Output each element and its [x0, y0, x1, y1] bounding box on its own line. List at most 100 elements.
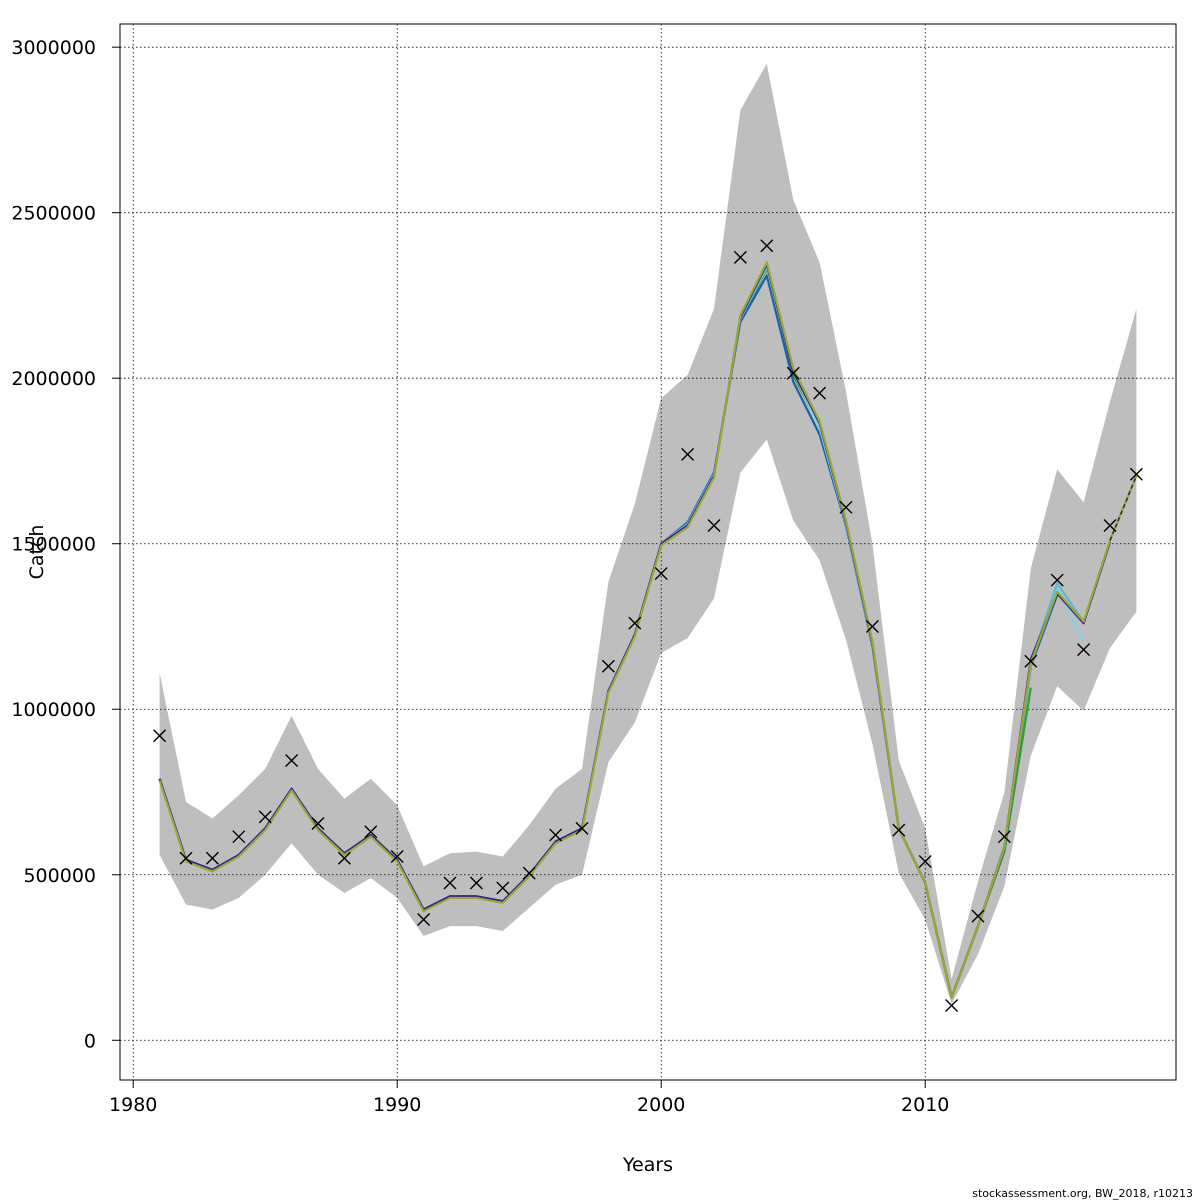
x-tick-label: 2010	[901, 1094, 949, 1116]
observed-point-stroke	[760, 239, 774, 253]
series-layer	[158, 261, 1138, 999]
observed-point	[997, 830, 1011, 844]
observed-point-stroke	[179, 851, 193, 865]
observed-point-stroke	[522, 866, 536, 880]
grid-layer	[120, 24, 1176, 1080]
observed-point	[681, 447, 695, 461]
observed-point	[469, 876, 483, 890]
observed-point-stroke	[549, 828, 563, 842]
observed-point-stroke	[285, 754, 299, 768]
observed-point	[496, 881, 510, 895]
footer-credit: stockassessment.org, BW_2018, r10213	[972, 1187, 1193, 1200]
observed-point	[549, 828, 563, 842]
observed-point	[232, 830, 246, 844]
observed-point	[205, 851, 219, 865]
observed-point	[153, 729, 167, 743]
y-tick-label: 2000000	[11, 368, 96, 390]
observed-point-stroke	[1129, 467, 1143, 481]
observed-point-stroke	[496, 881, 510, 895]
observed-point	[337, 851, 351, 865]
observed-point	[179, 851, 193, 865]
observed-point-stroke	[892, 823, 906, 837]
observed-point-stroke	[153, 729, 167, 743]
observed-point	[892, 823, 906, 837]
observed-point	[733, 250, 747, 264]
observed-point	[311, 816, 325, 830]
observed-point	[1024, 654, 1038, 668]
observed-point-stroke	[918, 855, 932, 869]
observed-point	[522, 866, 536, 880]
observed-point	[601, 659, 615, 673]
observed-point	[417, 912, 431, 926]
observed-point-stroke	[417, 912, 431, 926]
observed-point-stroke	[232, 830, 246, 844]
y-axis-title: Catch	[26, 525, 48, 580]
observed-point-stroke	[945, 999, 959, 1013]
observed-point	[839, 500, 853, 514]
observed-point-stroke	[390, 850, 404, 864]
observed-point	[258, 810, 272, 824]
observed-point-stroke	[337, 851, 351, 865]
observed-point-stroke	[733, 250, 747, 264]
observed-point	[945, 999, 959, 1013]
x-tick-label: 1990	[373, 1094, 421, 1116]
observed-point-stroke	[1024, 654, 1038, 668]
observed-point	[813, 386, 827, 400]
observed-point-stroke	[786, 366, 800, 380]
observed-point-stroke	[707, 519, 721, 533]
observed-point	[1050, 573, 1064, 587]
x-tick-label: 1980	[109, 1094, 157, 1116]
observed-point-stroke	[364, 825, 378, 839]
observed-point	[786, 366, 800, 380]
observed-point	[575, 821, 589, 835]
y-tick-label: 1000000	[11, 699, 96, 721]
observed-point	[760, 239, 774, 253]
confidence-band	[159, 63, 1137, 1004]
observed-point-stroke	[865, 619, 879, 633]
axis-layer: 1980 1990 2000 2010 0 500000 1000000 1500000 200…	[11, 37, 949, 1116]
observed-point	[654, 567, 668, 581]
y-tick-label: 3000000	[11, 37, 96, 59]
observed-point-stroke	[654, 567, 668, 581]
observed-point	[971, 909, 985, 923]
x-tick-label: 2000	[637, 1094, 685, 1116]
observed-point-stroke	[258, 810, 272, 824]
y-tick-label: 0	[84, 1030, 96, 1052]
observed-point-stroke	[971, 909, 985, 923]
observed-point	[1129, 467, 1143, 481]
observed-point-stroke	[205, 851, 219, 865]
observed-point-stroke	[443, 876, 457, 890]
forecast-dashed-segment	[1109, 475, 1138, 541]
observed-point-stroke	[1103, 519, 1117, 533]
observed-point-stroke	[469, 876, 483, 890]
observed-point-stroke	[601, 659, 615, 673]
observed-point	[1103, 519, 1117, 533]
observed-point	[918, 855, 932, 869]
observed-point	[628, 616, 642, 630]
observed-point	[865, 619, 879, 633]
retro-series-line-6	[158, 261, 1138, 999]
observed-point-stroke	[839, 500, 853, 514]
observed-point-stroke	[997, 830, 1011, 844]
x-axis-title: Years	[622, 1154, 673, 1176]
y-tick-label: 2500000	[11, 203, 96, 225]
observed-point	[707, 519, 721, 533]
observed-point-stroke	[681, 447, 695, 461]
observed-point-stroke	[575, 821, 589, 835]
y-tick-label: 1500000	[11, 534, 96, 556]
y-tick-label: 500000	[23, 865, 96, 887]
observed-marker-layer	[153, 239, 1143, 1013]
observed-point-stroke	[628, 616, 642, 630]
confidence-band-layer	[159, 63, 1137, 1004]
plot-frame	[119, 23, 1177, 1081]
observed-point	[443, 876, 457, 890]
observed-point-stroke	[1050, 573, 1064, 587]
observed-point-stroke	[1077, 643, 1091, 657]
observed-point	[1077, 643, 1091, 657]
observed-point	[364, 825, 378, 839]
observed-point-stroke	[311, 816, 325, 830]
observed-point-stroke	[813, 386, 827, 400]
observed-point	[390, 850, 404, 864]
observed-point	[285, 754, 299, 768]
